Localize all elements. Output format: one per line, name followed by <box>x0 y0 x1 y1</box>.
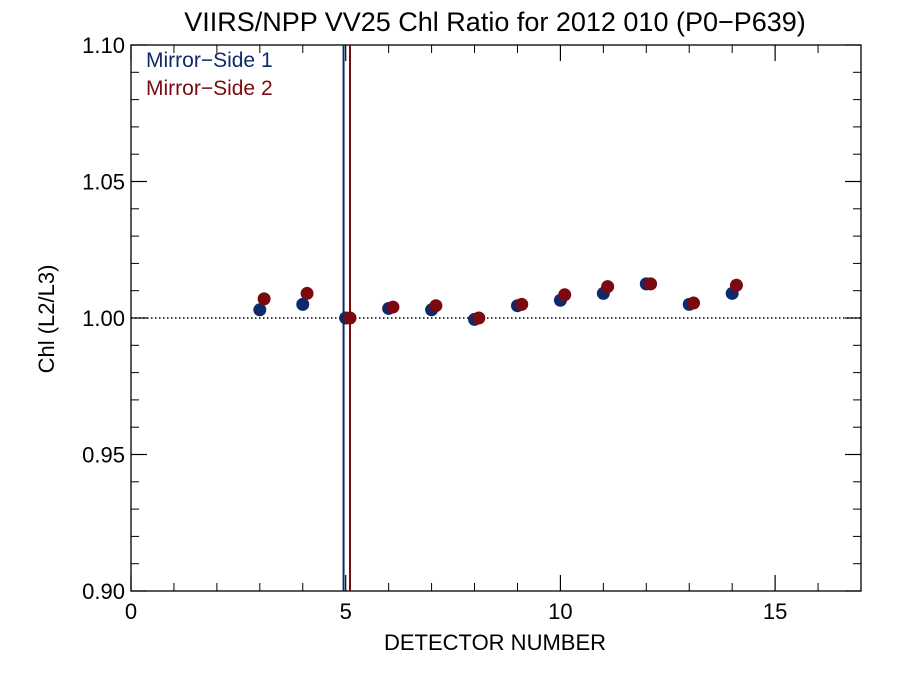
y-tick-label: 1.05 <box>82 170 125 195</box>
data-point-series-2 <box>472 311 486 325</box>
data-point-series-2 <box>257 292 271 306</box>
y-tick-label: 0.95 <box>82 443 125 468</box>
x-tick-label: 5 <box>340 599 352 624</box>
data-point-series-2 <box>429 299 443 313</box>
y-tick-label: 0.90 <box>82 579 125 604</box>
data-points <box>253 277 743 326</box>
legend-entry-series-1: Mirror−Side 1 <box>146 49 273 72</box>
y-axis-label: Chl (L2/L3) <box>34 265 59 374</box>
data-point-series-2 <box>729 278 743 292</box>
x-axis-label: DETECTOR NUMBER <box>384 630 606 655</box>
data-point-series-2 <box>644 277 658 291</box>
data-point-series-1 <box>253 303 267 317</box>
legend-entry-series-2: Mirror−Side 2 <box>146 77 273 100</box>
legend: Mirror−Side 1 Mirror−Side 2 <box>146 49 273 100</box>
data-point-series-2 <box>601 280 615 294</box>
x-tick-label: 15 <box>763 599 787 624</box>
data-point-series-2 <box>515 297 529 311</box>
data-point-series-2 <box>687 296 701 310</box>
x-tick-label: 10 <box>548 599 572 624</box>
x-tick-label: 0 <box>125 599 137 624</box>
reference-lines <box>131 45 861 591</box>
y-tick-label: 1.10 <box>82 33 125 58</box>
y-tick-label: 1.00 <box>82 306 125 331</box>
data-point-series-2 <box>343 311 357 325</box>
axis-ticks: 0 5 10 15 0.90 0.95 1.00 1.05 1.10 <box>82 33 862 624</box>
data-point-series-2 <box>386 300 400 314</box>
data-point-series-2 <box>558 288 572 302</box>
data-point-series-1 <box>296 297 310 311</box>
data-point-series-2 <box>300 286 314 300</box>
chart-title: VIIRS/NPP VV25 Chl Ratio for 2012 010 (P… <box>184 7 806 37</box>
